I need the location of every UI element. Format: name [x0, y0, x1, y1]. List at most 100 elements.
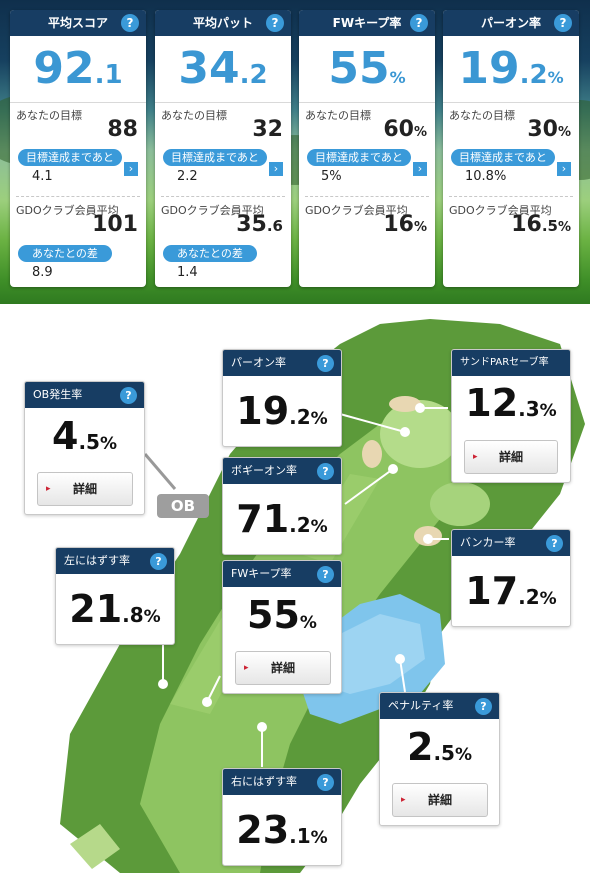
fw-keep-detail-button[interactable]: ▸ 詳細 — [235, 651, 331, 685]
main-value: 55% — [328, 43, 406, 94]
bunker-rate-value: 17.2% — [465, 569, 557, 613]
help-icon[interactable]: ? — [121, 14, 139, 32]
card-header: FWキープ率? — [299, 10, 435, 36]
difference-badge: あなたとの差 — [18, 245, 112, 262]
goal-value: 88 — [107, 117, 138, 142]
bogey-on-value: 71.2% — [236, 497, 328, 541]
fw-keep-card: FWキープ率? 55% ▸ 詳細 — [222, 560, 342, 694]
card-title: OB発生率 — [33, 388, 83, 401]
goal-label: あなたの目標 — [305, 109, 371, 122]
help-icon[interactable]: ? — [546, 535, 563, 552]
card-title: パーオン率 — [480, 16, 541, 30]
card-title: サンドPARセーブ率 — [460, 357, 549, 368]
summary-card: パーオン率? 19.2% あなたの目標 30% 目標達成まであと › 10.8% GDOクラブ… — [443, 10, 579, 287]
divider — [16, 196, 140, 197]
goal-label: あなたの目標 — [16, 109, 82, 122]
remaining-badge: 目標達成まであと — [307, 149, 411, 166]
help-icon[interactable]: ? — [120, 387, 137, 404]
remaining-value: 4.1 — [32, 169, 53, 184]
arrow-right-icon[interactable]: › — [557, 162, 571, 176]
help-icon[interactable]: ? — [266, 14, 284, 32]
club-label: GDOクラブ会員平均 — [449, 204, 552, 217]
remaining-value: 10.8% — [465, 169, 507, 184]
card-title: FWキープ率 — [231, 567, 292, 580]
remaining-badge: 目標達成まであと — [18, 149, 122, 166]
card-title: 平均パット — [192, 16, 253, 30]
miss-left-value: 21.8% — [69, 587, 161, 631]
ob-rate-value: 4.5% — [51, 414, 117, 458]
remaining-badge: 目標達成まであと — [163, 149, 267, 166]
goal-section: あなたの目標 30% 目標達成まであと › 10.8% — [443, 102, 579, 192]
main-value: 34.2 — [178, 43, 268, 94]
help-icon[interactable]: ? — [317, 463, 334, 480]
card-title: FWキープ率 — [332, 16, 402, 30]
card-header: 平均パット? — [155, 10, 291, 36]
difference-value: 1.4 — [177, 265, 198, 280]
sand-save-detail-button[interactable]: ▸ 詳細 — [464, 440, 558, 474]
goal-section: あなたの目標 60% 目標達成まであと › 5% — [299, 102, 435, 192]
help-icon[interactable]: ? — [317, 566, 334, 583]
club-average-section: GDOクラブ会員平均 16% — [299, 198, 435, 287]
club-average-section: GDOクラブ会員平均 16.5% — [443, 198, 579, 287]
bogey-on-card: ボギーオン率? 71.2% — [222, 457, 342, 555]
main-value: 92.1 — [33, 43, 123, 94]
arrow-right-icon[interactable]: › — [269, 162, 283, 176]
goal-section: あなたの目標 32 目標達成まであと › 2.2 — [155, 102, 291, 192]
fw-keep-value: 55% — [247, 593, 317, 637]
club-value: 16.5% — [511, 212, 571, 237]
sand-save-card: サンドPARセーブ率 12.3% ▸ 詳細 — [451, 349, 571, 483]
help-icon[interactable]: ? — [150, 553, 167, 570]
paron-rate-card: パーオン率? 19.2% — [222, 349, 342, 447]
penalty-rate-card: ペナルティ率? 2.5% ▸ 詳細 — [379, 692, 500, 826]
goal-value: 30% — [527, 117, 571, 142]
club-value: 101 — [92, 212, 138, 237]
sand-save-value: 12.3% — [465, 381, 557, 425]
goal-label: あなたの目標 — [161, 109, 227, 122]
main-value: 19.2% — [458, 43, 564, 94]
divider — [305, 196, 429, 197]
ob-rate-card: OB発生率? 4.5% ▸ 詳細 — [24, 381, 145, 515]
summary-card: 平均スコア? 92.1 あなたの目標 88 目標達成まであと › 4.1 GDOクラブ会員平均… — [10, 10, 146, 287]
card-title: ボギーオン率 — [231, 464, 297, 477]
arrow-right-icon: ▸ — [46, 484, 51, 494]
difference-badge: あなたとの差 — [163, 245, 257, 262]
remaining-value: 5% — [321, 169, 342, 184]
miss-right-value: 23.1% — [236, 808, 328, 852]
card-header: 平均スコア? — [10, 10, 146, 36]
penalty-detail-button[interactable]: ▸ 詳細 — [392, 783, 488, 817]
divider — [161, 196, 285, 197]
arrow-right-icon: ▸ — [473, 452, 478, 462]
club-average-section: GDOクラブ会員平均 101 あなたとの差 8.9 — [10, 198, 146, 287]
miss-left-card: 左にはずす率? 21.8% — [55, 547, 175, 645]
penalty-rate-value: 2.5% — [406, 725, 472, 769]
goal-value: 60% — [383, 117, 427, 142]
club-value: 35.6 — [236, 212, 283, 237]
bunker-rate-card: バンカー率? 17.2% — [451, 529, 571, 627]
divider — [449, 196, 573, 197]
help-icon[interactable]: ? — [410, 14, 428, 32]
club-average-section: GDOクラブ会員平均 35.6 あなたとの差 1.4 — [155, 198, 291, 287]
help-icon[interactable]: ? — [475, 698, 492, 715]
remaining-value: 2.2 — [177, 169, 198, 184]
ob-detail-button[interactable]: ▸ 詳細 — [37, 472, 133, 506]
card-title: パーオン率 — [231, 356, 286, 369]
arrow-right-icon[interactable]: › — [124, 162, 138, 176]
miss-right-card: 右にはずす率? 23.1% — [222, 768, 342, 866]
card-title: バンカー率 — [460, 536, 516, 549]
ob-tag: OB — [157, 494, 209, 518]
card-title: 平均スコア — [47, 16, 108, 30]
help-icon[interactable]: ? — [317, 355, 334, 372]
goal-section: あなたの目標 88 目標達成まであと › 4.1 — [10, 102, 146, 192]
arrow-right-icon: ▸ — [244, 663, 249, 673]
help-icon[interactable]: ? — [554, 14, 572, 32]
summary-card: FWキープ率? 55% あなたの目標 60% 目標達成まであと › 5% GDOクラブ会員平均… — [299, 10, 435, 287]
difference-value: 8.9 — [32, 265, 53, 280]
remaining-badge: 目標達成まであと — [451, 149, 555, 166]
card-title: 右にはずす率 — [231, 775, 297, 788]
club-label: GDOクラブ会員平均 — [16, 204, 119, 217]
arrow-right-icon[interactable]: › — [413, 162, 427, 176]
help-icon[interactable]: ? — [317, 774, 334, 791]
summary-card: 平均パット? 34.2 あなたの目標 32 目標達成まであと › 2.2 GDOクラブ会員平均… — [155, 10, 291, 287]
club-label: GDOクラブ会員平均 — [305, 204, 408, 217]
goal-label: あなたの目標 — [449, 109, 515, 122]
